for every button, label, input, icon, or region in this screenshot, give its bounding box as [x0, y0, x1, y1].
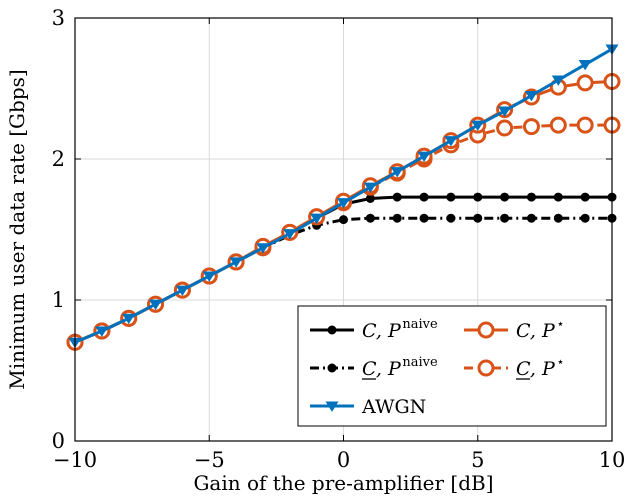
legend-entry-c-under-star: C, P ⋆ [464, 355, 565, 380]
x-tick-label: −5 [194, 448, 225, 472]
data-point [444, 136, 458, 147]
y-tick-label: 3 [52, 6, 65, 30]
data-point [576, 74, 594, 92]
data-point [526, 213, 536, 223]
data-point [580, 213, 590, 223]
data-point [202, 271, 216, 282]
legend-label: C, P [516, 320, 556, 342]
x-tick-label: 10 [599, 448, 626, 472]
y-axis-label: Minimum user data rate [Gbps] [5, 69, 29, 389]
series-awgn [68, 44, 619, 349]
data-point [229, 257, 243, 268]
data-point [473, 192, 483, 202]
x-axis-label: Gain of the pre-amplifier [dB] [193, 471, 493, 495]
data-point [549, 116, 567, 134]
data-point [576, 116, 594, 134]
legend-label: C, P [516, 358, 556, 380]
legend-superscript: ⋆ [556, 355, 564, 370]
data-point [390, 167, 404, 178]
data-point [500, 192, 510, 202]
data-point [363, 182, 377, 194]
x-tick-label: −10 [53, 448, 97, 472]
y-tick-label: 2 [52, 147, 65, 171]
legend-entry-awgn: AWGN [310, 396, 426, 418]
data-point [310, 213, 324, 225]
data-point [500, 213, 510, 223]
data-point [419, 192, 429, 202]
data-point [551, 75, 565, 86]
axis-ticks: −10 −5 0 5 10 0 1 2 3 [52, 6, 626, 472]
data-point [526, 192, 536, 202]
legend-marker [327, 363, 337, 373]
data-point [419, 213, 429, 223]
y-tick-label: 0 [52, 429, 65, 453]
data-point [553, 213, 563, 223]
data-point [337, 198, 350, 209]
x-tick-label: 5 [471, 448, 484, 472]
data-point [473, 213, 483, 223]
data-point [283, 229, 297, 240]
data-point [392, 192, 402, 202]
data-point [256, 243, 270, 254]
data-point [553, 192, 563, 202]
data-point [175, 285, 189, 296]
legend-marker [477, 321, 495, 339]
legend-entry-c-star: C, P ⋆ [464, 317, 565, 342]
legend-marker [327, 325, 337, 335]
legend-marker [325, 401, 339, 412]
data-point [95, 326, 109, 337]
x-tick-label: 0 [337, 448, 350, 472]
legend-label: AWGN [361, 396, 426, 418]
data-point [392, 213, 402, 223]
legend-label: C, P [362, 320, 402, 342]
data-point [122, 313, 136, 325]
data-point [471, 120, 485, 132]
legend-superscript: naive [402, 355, 438, 370]
plot-series [66, 44, 621, 351]
data-point [498, 106, 512, 117]
y-tick-label: 1 [52, 288, 65, 312]
data-point [446, 192, 456, 202]
data-point [496, 119, 514, 137]
data-point [446, 213, 456, 223]
legend-superscript: ⋆ [556, 317, 564, 332]
data-point [365, 213, 375, 223]
data-point [417, 151, 431, 163]
data-point [339, 215, 348, 225]
data-point [149, 299, 163, 311]
legend-label: C, P [362, 358, 402, 380]
data-point [522, 118, 540, 136]
data-point [524, 91, 538, 102]
data-point [365, 193, 375, 203]
data-point [580, 192, 590, 202]
legend-marker [477, 359, 495, 377]
legend-superscript: naive [402, 317, 438, 332]
data-point [578, 59, 592, 71]
